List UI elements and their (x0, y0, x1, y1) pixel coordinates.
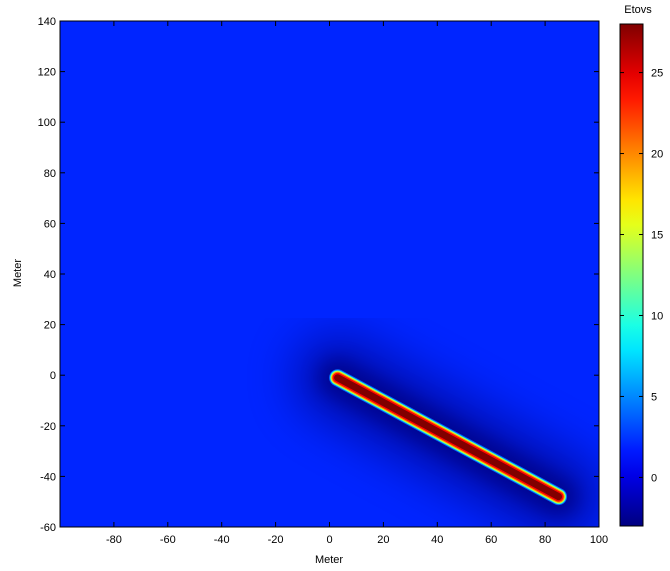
feature-core (334, 374, 563, 501)
colorbar-tick-label: 5 (651, 391, 657, 403)
colorbar-tick-label: 0 (651, 472, 657, 484)
y-axis-label: Meter (12, 259, 24, 287)
y-tick-label: 20 (44, 320, 56, 332)
colorbar: Etovs 0 5 10 15 20 25 (619, 4, 663, 527)
x-axis-ticks: -80 -60 -40 -20 0 20 40 60 80 100 (106, 21, 608, 546)
x-tick-label: 20 (377, 534, 389, 546)
colorbar-ticks: 0 5 10 15 20 25 (620, 68, 663, 484)
y-tick-label: 80 (44, 168, 56, 180)
x-tick-label: 40 (431, 534, 443, 546)
line-source-feature (292, 332, 599, 527)
x-axis-label: Meter (315, 554, 343, 566)
y-tick-label: 0 (50, 370, 56, 382)
colorbar-tick-label: 25 (651, 68, 663, 80)
x-tick-label: -60 (160, 534, 176, 546)
y-tick-label: 120 (38, 67, 56, 79)
x-tick-label: 0 (326, 534, 332, 546)
colorbar-tick-label: 10 (651, 310, 663, 322)
colorbar-scale (619, 23, 644, 527)
y-tick-label: -60 (40, 522, 56, 534)
y-tick-label: 60 (44, 218, 56, 230)
y-tick-label: 100 (38, 117, 56, 129)
x-tick-label: -20 (268, 534, 284, 546)
x-tick-label: 100 (590, 534, 608, 546)
y-axis-ticks: -60 -40 -20 0 20 40 60 80 100 120 140 (38, 16, 599, 534)
colorbar-label: Etovs (624, 4, 652, 16)
colorbar-tick-label: 20 (651, 149, 663, 161)
x-tick-label: 80 (539, 534, 551, 546)
x-tick-label: -80 (106, 534, 122, 546)
y-tick-label: -40 (40, 471, 56, 483)
colorbar-tick-label: 15 (651, 230, 663, 242)
y-tick-label: -20 (40, 421, 56, 433)
x-tick-label: -40 (214, 534, 230, 546)
y-tick-label: 40 (44, 269, 56, 281)
y-tick-label: 140 (38, 16, 56, 28)
plot-area (59, 20, 600, 528)
x-tick-label: 60 (485, 534, 497, 546)
